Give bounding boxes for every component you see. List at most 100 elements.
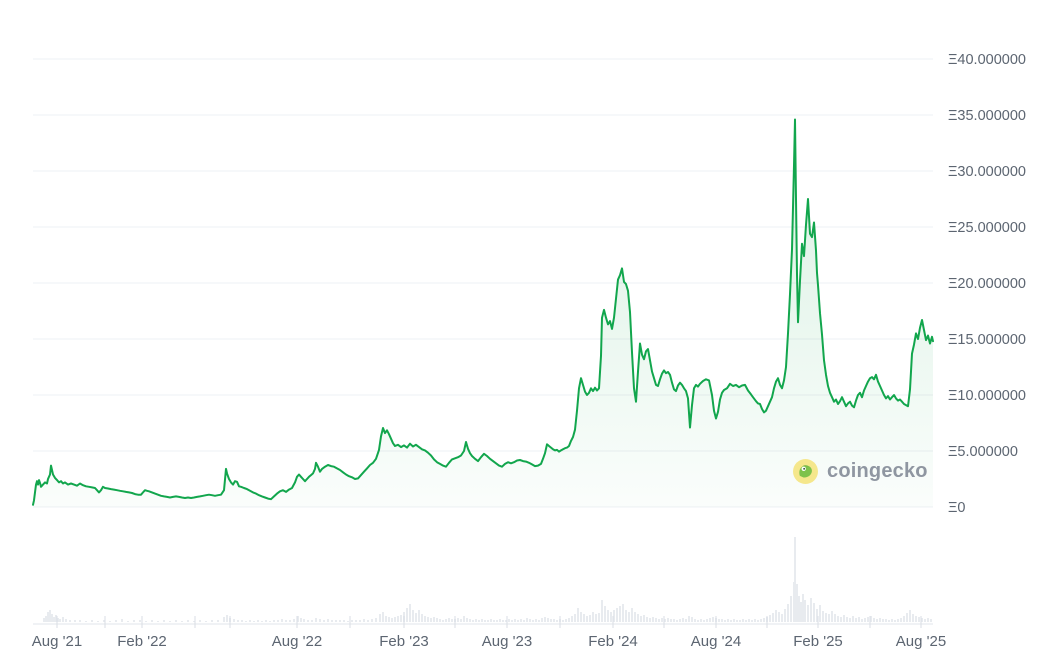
- volume-bar: [628, 612, 630, 622]
- volume-bar: [469, 619, 471, 622]
- volume-bar: [466, 618, 468, 622]
- volume-bar: [778, 612, 780, 622]
- volume-bar: [885, 619, 887, 622]
- volume-bar: [813, 603, 815, 622]
- volume-bar: [685, 619, 687, 622]
- volume-bar: [891, 619, 893, 622]
- volume-bar: [595, 614, 597, 622]
- volume-bar: [900, 618, 902, 622]
- volume-bar: [688, 616, 690, 622]
- volume-bar: [355, 620, 357, 622]
- volume-bar: [523, 620, 525, 622]
- volume-bar: [879, 618, 881, 622]
- volume-bar: [363, 619, 365, 622]
- volume-bar: [359, 620, 361, 622]
- volume-bar: [544, 617, 546, 622]
- volume-bar: [625, 610, 627, 622]
- coingecko-logo-icon: [793, 459, 818, 484]
- volume-bar: [631, 608, 633, 622]
- volume-bar: [511, 620, 513, 622]
- volume-bar: [205, 621, 207, 622]
- volume-bar: [730, 620, 732, 622]
- volume-bar: [855, 618, 857, 622]
- volume-bar: [421, 614, 423, 622]
- volume-bar: [493, 620, 495, 622]
- volume-bar: [424, 616, 426, 622]
- x-axis-labels: Aug '21 Feb '22 Aug '22 Feb '23 Aug '23 Feb '…: [32, 633, 946, 650]
- volume-bar: [577, 608, 579, 622]
- volume-bar: [371, 619, 373, 622]
- price-line: [32, 118, 934, 506]
- volume-bar: [927, 618, 929, 622]
- volume-bar: [790, 596, 792, 622]
- volume-bar: [760, 619, 762, 622]
- volume-bar: [781, 614, 783, 622]
- volume-bar: [145, 621, 147, 622]
- volume-bar: [526, 618, 528, 622]
- x-tick-label: Aug '23: [482, 633, 532, 650]
- volume-bar: [897, 619, 899, 622]
- volume-bar: [661, 618, 663, 622]
- volume-bar: [739, 620, 741, 622]
- volume-bar: [442, 620, 444, 622]
- volume-bar: [347, 621, 349, 622]
- volume-bar: [697, 620, 699, 622]
- volume-bar: [343, 620, 345, 622]
- volume-bar: [163, 620, 165, 622]
- volume-bar: [133, 620, 135, 622]
- volume-bar: [409, 604, 411, 622]
- volume-bar: [226, 615, 228, 622]
- volume-bar: [616, 608, 618, 622]
- volume-bar: [303, 619, 305, 622]
- volume-bar: [382, 612, 384, 622]
- volume-bar: [253, 621, 255, 622]
- volume-bar: [831, 611, 833, 622]
- volume-bar: [436, 618, 438, 622]
- volume-bar: [538, 620, 540, 622]
- volume-bar: [169, 621, 171, 622]
- volume-bar: [481, 619, 483, 622]
- volume-bar: [867, 617, 869, 622]
- volume-bar: [300, 618, 302, 622]
- volume-bar: [293, 619, 295, 622]
- volume-bar: [460, 619, 462, 622]
- volume-bar: [181, 621, 183, 622]
- volume-bar: [400, 615, 402, 622]
- volume-bar: [802, 594, 804, 622]
- volume-bar: [53, 617, 55, 622]
- volume-bar: [679, 619, 681, 622]
- volume-bar: [273, 620, 275, 622]
- volume-bar: [478, 620, 480, 622]
- y-tick-label: Ξ5.000000: [948, 444, 1018, 460]
- volume-bar: [733, 619, 735, 622]
- volume-bar: [508, 619, 510, 622]
- volume-bar: [109, 621, 111, 622]
- volume-bar: [794, 537, 796, 622]
- volume-bar: [580, 612, 582, 622]
- volume-bar: [237, 620, 239, 622]
- volume-bar: [427, 617, 429, 622]
- volume-bar: [388, 617, 390, 622]
- volume-bar: [415, 613, 417, 622]
- volume-bar: [535, 619, 537, 622]
- volume-bar: [556, 620, 558, 622]
- volume-bar: [649, 618, 651, 622]
- volume-bar: [541, 618, 543, 622]
- volume-bar: [327, 619, 329, 622]
- volume-bar: [837, 616, 839, 622]
- volume-bar: [861, 619, 863, 622]
- volume-bar: [709, 618, 711, 622]
- y-tick-label: Ξ35.000000: [948, 108, 1026, 124]
- volume-bar: [634, 612, 636, 622]
- volume-bar: [870, 616, 872, 622]
- volume-bar: [909, 610, 911, 622]
- volume-bar: [45, 616, 47, 622]
- volume-bar: [187, 620, 189, 622]
- volume-bar: [127, 621, 129, 622]
- volume-bar: [379, 614, 381, 622]
- volume-bar: [451, 619, 453, 622]
- volume-bar: [727, 619, 729, 622]
- volume-bar: [825, 613, 827, 622]
